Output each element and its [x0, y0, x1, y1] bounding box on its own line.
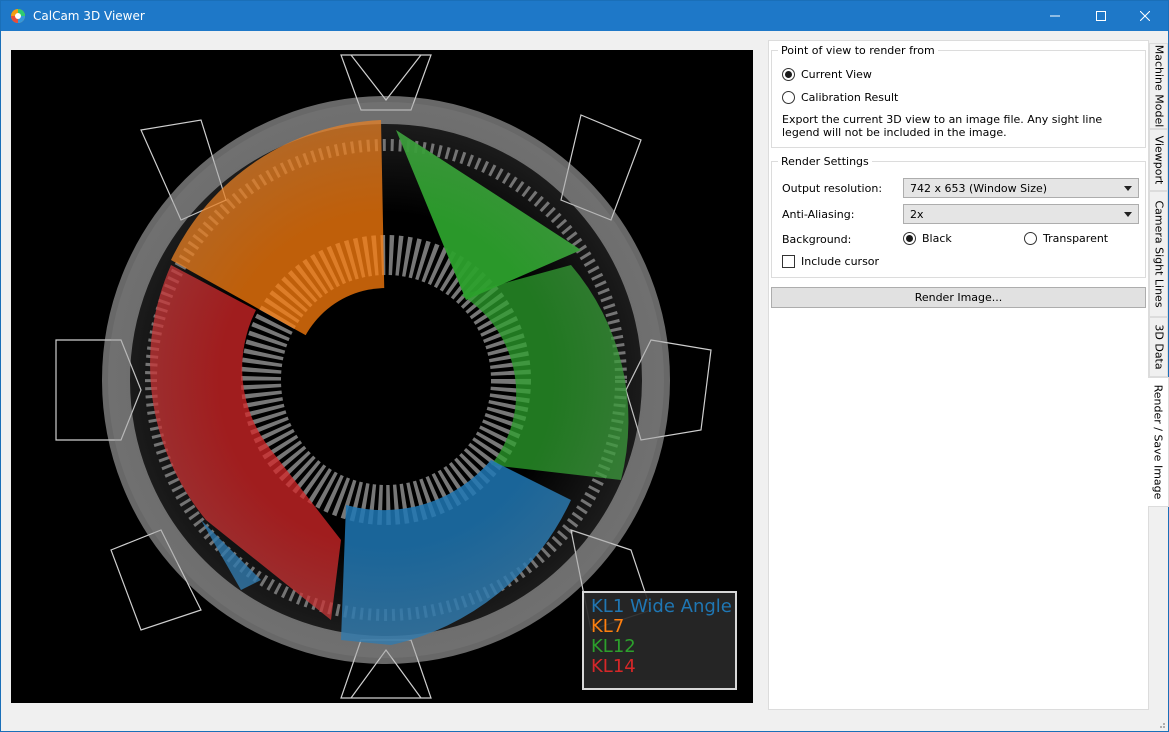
legend-item: KL1 Wide Angle [591, 596, 732, 617]
side-tab-bar: Machine Model Viewport Camera Sight Line… [1148, 43, 1169, 723]
pov-group: Point of view to render from Current Vie… [771, 44, 1146, 148]
close-icon [1140, 11, 1150, 21]
bg-black-label: Black [922, 232, 952, 245]
sightline-legend: KL1 Wide Angle KL7 KL12 KL14 [582, 591, 737, 690]
tab-viewport[interactable]: Viewport [1149, 129, 1168, 191]
legend-item: KL12 [591, 636, 636, 657]
include-cursor-label: Include cursor [801, 255, 880, 268]
window-title: CalCam 3D Viewer [33, 9, 145, 23]
legend-item: KL7 [591, 616, 625, 637]
ring-glow [108, 102, 664, 658]
app-logo-icon [11, 9, 25, 23]
minimize-button[interactable] [1032, 1, 1078, 31]
calibration-result-label: Calibration Result [801, 91, 899, 104]
radio-indicator[interactable] [782, 91, 795, 104]
resolution-value: 742 x 653 (Window Size) [910, 182, 1048, 195]
title-bar[interactable]: CalCam 3D Viewer [1, 1, 1168, 31]
radio-indicator[interactable] [1024, 232, 1037, 245]
bg-transparent-radio[interactable]: Transparent [1024, 232, 1108, 245]
tab-camera-sight-lines[interactable]: Camera Sight Lines [1149, 191, 1168, 317]
render-settings-group: Render Settings Output resolution: 742 x… [771, 155, 1146, 278]
radio-indicator[interactable] [903, 232, 916, 245]
tab-label: Camera Sight Lines [1152, 200, 1165, 308]
export-description: Export the current 3D view to an image f… [782, 113, 1103, 139]
render-image-button[interactable]: Render Image... [771, 287, 1146, 308]
tab-machine-model[interactable]: Machine Model [1149, 43, 1168, 129]
current-view-label: Current View [801, 68, 872, 81]
resolution-dropdown[interactable]: 742 x 653 (Window Size) [903, 178, 1139, 198]
checkbox-indicator[interactable] [782, 255, 795, 268]
maximize-icon [1096, 11, 1106, 21]
background-label: Background: [782, 233, 852, 246]
resize-grip-icon[interactable] [1156, 719, 1166, 729]
minimize-icon [1050, 15, 1060, 17]
bg-black-radio[interactable]: Black [903, 232, 952, 245]
3d-viewport[interactable]: KL1 Wide Angle KL7 KL12 KL14 [11, 50, 753, 703]
client-area: KL1 Wide Angle KL7 KL12 KL14 Point of vi… [1, 31, 1169, 731]
tab-label: Machine Model [1152, 44, 1165, 128]
maximize-button[interactable] [1078, 1, 1124, 31]
current-view-radio[interactable]: Current View [782, 68, 872, 81]
calibration-result-radio[interactable]: Calibration Result [782, 91, 898, 104]
radio-indicator[interactable] [782, 68, 795, 81]
aa-value: 2x [910, 208, 924, 221]
3d-scene [55, 54, 712, 699]
chevron-down-icon [1124, 186, 1132, 191]
render-settings-title: Render Settings [778, 155, 872, 168]
tab-render-save-image[interactable]: Render / Save Image [1148, 377, 1169, 507]
aa-label: Anti-Aliasing: [782, 208, 855, 221]
render-save-panel: Point of view to render from Current Vie… [768, 40, 1149, 710]
chevron-down-icon [1124, 212, 1132, 217]
tab-label: 3D Data [1152, 324, 1165, 370]
tab-label: Viewport [1152, 135, 1165, 185]
tab-label: Render / Save Image [1151, 384, 1165, 500]
tab-3d-data[interactable]: 3D Data [1149, 317, 1168, 377]
close-button[interactable] [1122, 1, 1168, 31]
aa-dropdown[interactable]: 2x [903, 204, 1139, 224]
bg-transparent-label: Transparent [1043, 232, 1109, 245]
include-cursor-checkbox[interactable]: Include cursor [782, 255, 879, 268]
pov-group-title: Point of view to render from [778, 44, 938, 57]
resolution-label: Output resolution: [782, 182, 883, 195]
legend-item: KL14 [591, 656, 636, 677]
